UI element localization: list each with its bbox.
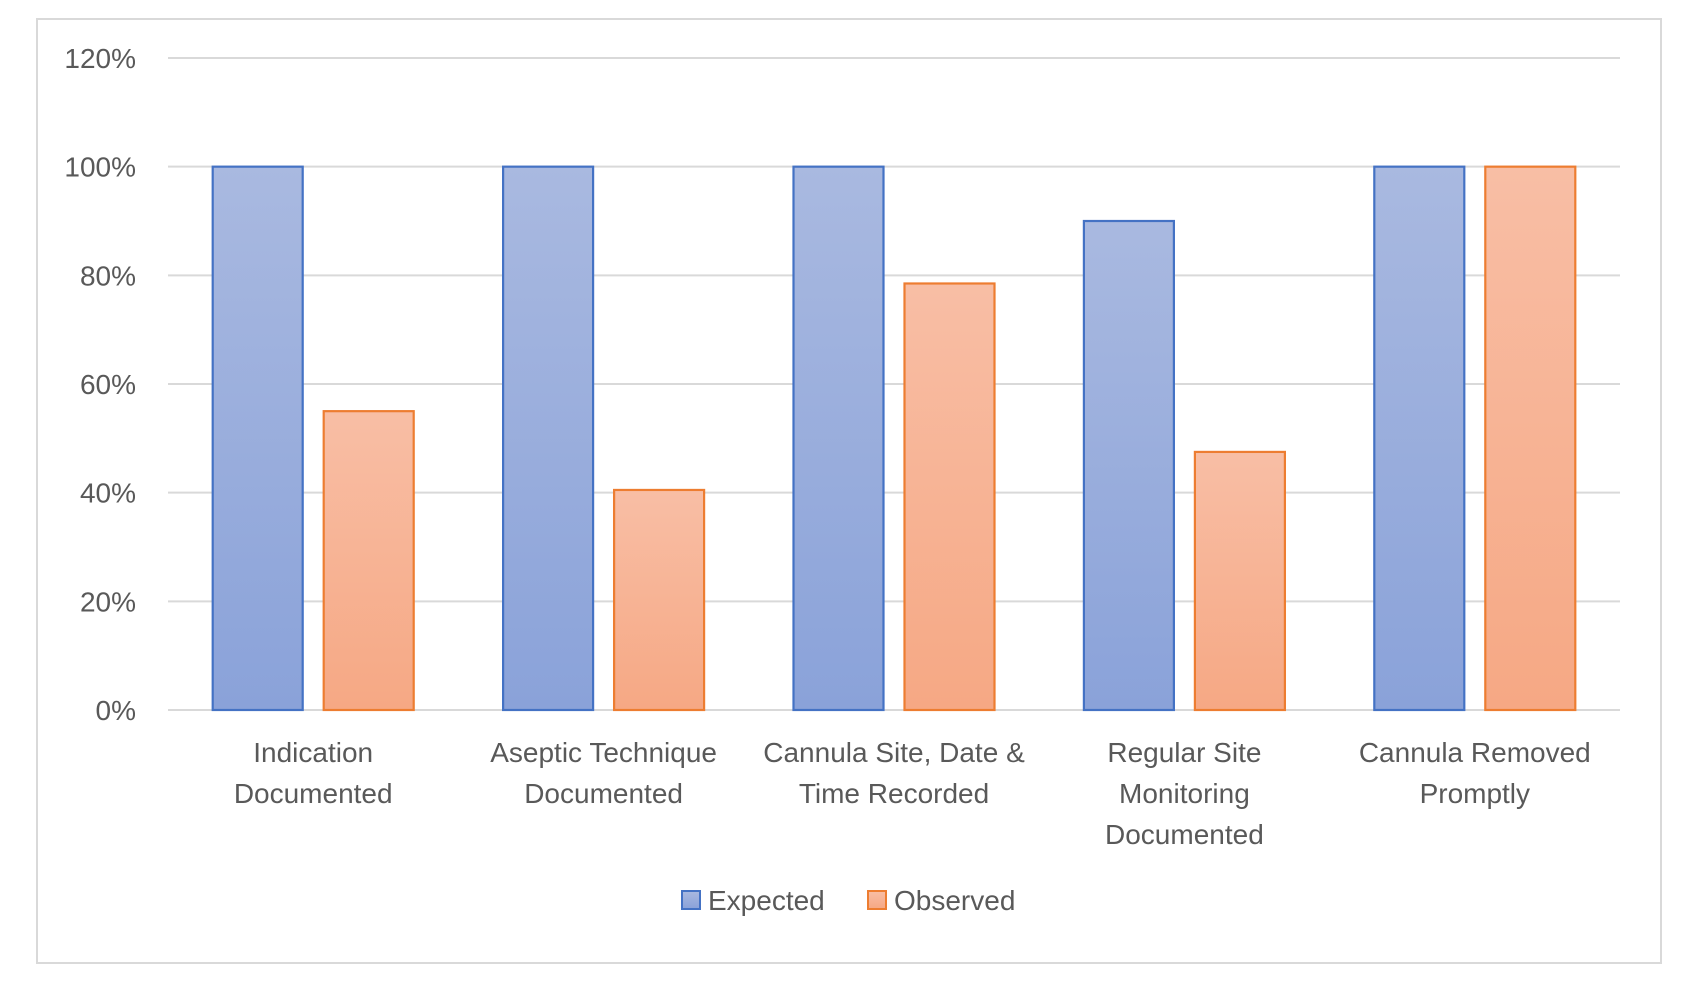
y-tick-label: 0%	[96, 695, 136, 726]
bar-observed	[322, 410, 415, 712]
bar-observed	[1193, 450, 1287, 712]
x-tick-label: Indication	[253, 737, 373, 768]
x-tick-label: Regular Site	[1107, 737, 1261, 768]
x-tick-label: Cannula Removed	[1359, 737, 1591, 768]
x-tick-label: Documented	[234, 778, 393, 809]
y-tick-label: 100%	[64, 152, 136, 183]
x-tick-label: Monitoring	[1119, 778, 1250, 809]
y-axis: 0% 20% 40% 60% 80% 100% 120%	[64, 43, 136, 726]
legend-swatch-expected	[681, 890, 701, 910]
y-tick-label: 80%	[80, 260, 136, 291]
legend-label-observed: Observed	[894, 885, 1015, 916]
y-tick-label: 40%	[80, 478, 136, 509]
bar-expected	[792, 165, 885, 712]
x-axis: Indication Documented Aseptic Technique Doc…	[234, 737, 1591, 850]
y-tick-label: 120%	[64, 43, 136, 74]
x-tick-label: Documented	[524, 778, 683, 809]
bar-observed	[612, 488, 706, 712]
y-tick-label: 20%	[80, 586, 136, 617]
bar-observed	[903, 282, 996, 712]
legend-swatch-observed	[867, 890, 887, 910]
x-tick-label: Time Recorded	[799, 778, 989, 809]
x-tick-label: Cannula Site, Date &	[763, 737, 1025, 768]
x-tick-label: Documented	[1105, 819, 1264, 850]
bar-expected	[1373, 165, 1466, 712]
y-tick-label: 60%	[80, 369, 136, 400]
legend-label-expected: Expected	[708, 885, 825, 916]
bar-observed	[1484, 165, 1577, 712]
bars	[211, 165, 1577, 712]
x-tick-label: Aseptic Technique	[490, 737, 717, 768]
x-tick-label: Promptly	[1420, 778, 1530, 809]
legend: Expected Observed	[681, 885, 1015, 916]
bar-expected	[1082, 219, 1176, 712]
bar-expected	[211, 165, 304, 712]
bar-expected	[502, 165, 595, 712]
